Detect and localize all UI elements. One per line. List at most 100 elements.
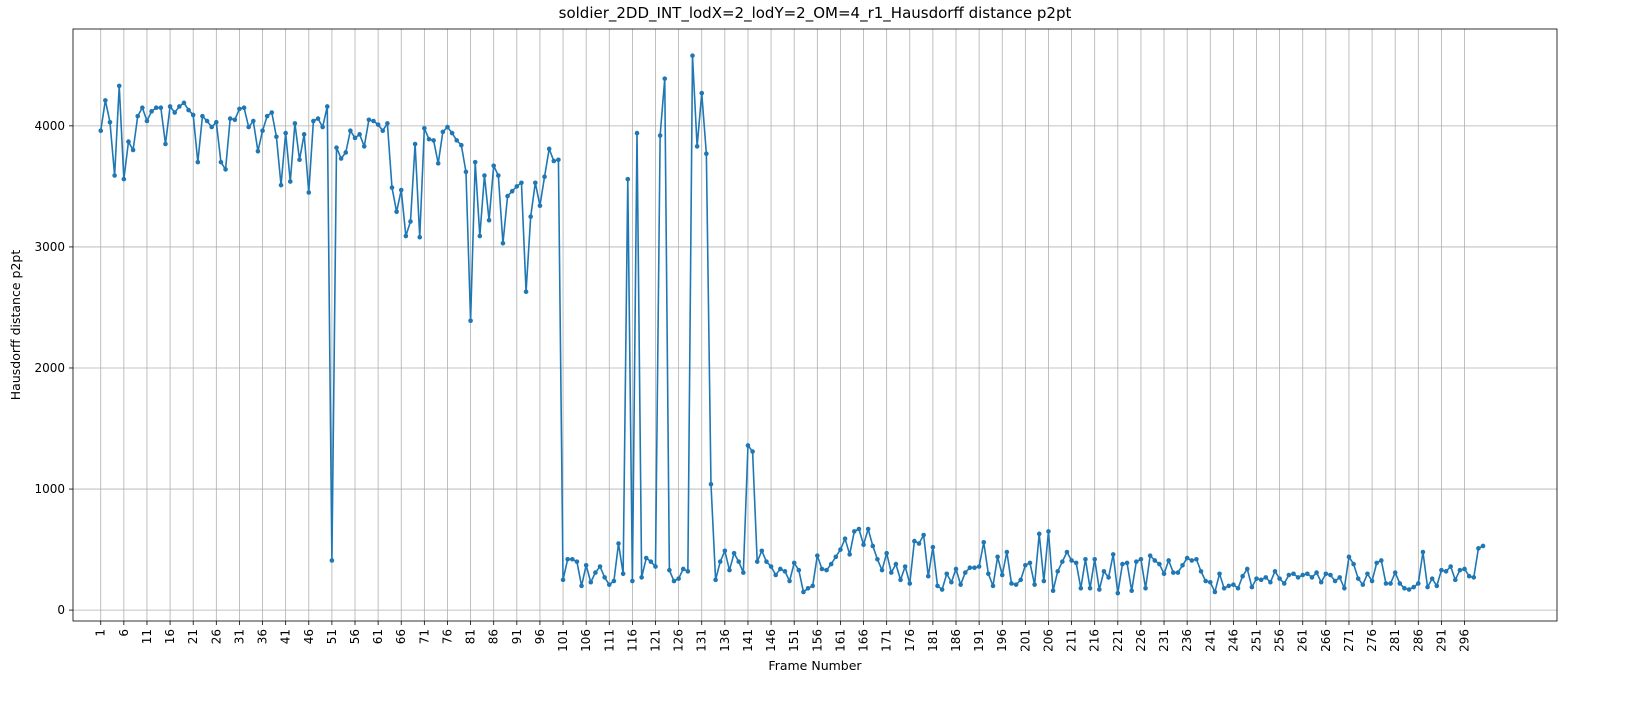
y-axis-title: Hausdorff distance p2pt: [8, 250, 23, 401]
x-tick-label: 86: [487, 629, 501, 644]
data-point: [1110, 552, 1116, 557]
data-point: [708, 481, 714, 487]
data-point: [930, 544, 936, 550]
x-tick-label: 201: [1018, 629, 1032, 652]
data-point: [348, 128, 353, 133]
data-point: [1152, 558, 1158, 563]
data-point: [1226, 583, 1232, 589]
data-point: [616, 541, 621, 546]
data-point: [1170, 570, 1176, 575]
data-point: [875, 556, 880, 562]
x-tick-label: 76: [440, 629, 454, 644]
data-point: [815, 553, 820, 558]
data-point: [602, 575, 607, 580]
x-tick-label: 56: [348, 629, 362, 644]
data-point: [463, 169, 469, 175]
data-point: [440, 129, 446, 135]
data-point: [227, 116, 233, 121]
data-point: [694, 144, 700, 149]
data-point: [722, 548, 728, 554]
x-tick-label: 46: [302, 629, 316, 644]
data-point: [759, 548, 765, 554]
data-point: [1309, 575, 1315, 580]
data-point: [833, 554, 839, 560]
data-point: [958, 582, 963, 587]
data-point: [1231, 582, 1236, 587]
data-point: [935, 583, 940, 589]
data-point: [352, 135, 358, 141]
data-point: [514, 184, 520, 189]
data-point: [1466, 573, 1472, 579]
data-point: [523, 289, 529, 295]
data-point: [736, 559, 742, 564]
x-tick-label: 271: [1342, 629, 1356, 652]
data-point: [445, 124, 450, 130]
x-tick-label: 266: [1319, 629, 1333, 652]
data-point: [1397, 581, 1403, 586]
data-point: [163, 141, 168, 147]
data-point: [121, 176, 127, 182]
data-point: [630, 578, 635, 584]
x-tick-label: 246: [1226, 629, 1240, 652]
data-point: [357, 132, 362, 137]
data-point: [685, 569, 691, 574]
data-point: [1439, 567, 1444, 573]
data-point: [569, 556, 575, 562]
data-point: [149, 109, 154, 114]
y-tick-label: 2000: [34, 361, 65, 375]
data-point: [727, 567, 732, 573]
data-point: [620, 571, 626, 577]
data-point: [870, 543, 876, 549]
data-point: [1143, 586, 1148, 591]
data-point: [1379, 558, 1384, 563]
data-point: [223, 167, 228, 172]
data-point: [639, 575, 644, 580]
data-point: [186, 107, 191, 113]
data-point: [542, 174, 547, 179]
data-point: [334, 145, 339, 150]
data-point: [1281, 581, 1287, 586]
x-tick-label: 16: [163, 629, 177, 644]
data-point: [491, 163, 497, 169]
x-tick-label: 141: [741, 629, 755, 652]
data-point: [408, 219, 413, 224]
data-point: [505, 193, 510, 199]
data-point: [1157, 561, 1162, 567]
data-point: [625, 176, 631, 182]
data-point: [667, 567, 672, 573]
x-tick-label: 31: [232, 629, 246, 644]
data-point: [551, 158, 557, 164]
data-point: [1291, 571, 1296, 577]
data-point: [1207, 579, 1213, 585]
data-point: [764, 559, 769, 564]
data-point: [329, 558, 335, 563]
x-tick-label: 186: [949, 629, 963, 652]
data-point: [671, 578, 677, 584]
data-point: [1476, 546, 1481, 551]
data-point: [1198, 569, 1204, 574]
data-point: [98, 128, 104, 133]
data-point: [177, 104, 182, 109]
data-point: [1300, 572, 1306, 578]
data-point: [972, 565, 977, 571]
data-point: [754, 559, 760, 564]
data-point: [449, 130, 455, 136]
data-point: [999, 572, 1005, 578]
data-point: [560, 577, 566, 583]
data-point: [366, 117, 372, 123]
data-point: [195, 159, 201, 165]
data-point: [287, 179, 293, 184]
data-point: [1129, 588, 1134, 594]
x-tick-label: 196: [995, 629, 1009, 652]
data-point: [1471, 575, 1477, 580]
data-point: [579, 583, 584, 589]
data-point: [1221, 586, 1227, 591]
data-point: [1392, 570, 1398, 575]
data-point: [172, 110, 178, 115]
data-point: [838, 547, 843, 552]
data-point: [1342, 586, 1347, 591]
data-point: [1411, 584, 1416, 590]
data-point: [1069, 558, 1074, 563]
data-point: [907, 581, 913, 586]
data-point: [643, 555, 649, 561]
